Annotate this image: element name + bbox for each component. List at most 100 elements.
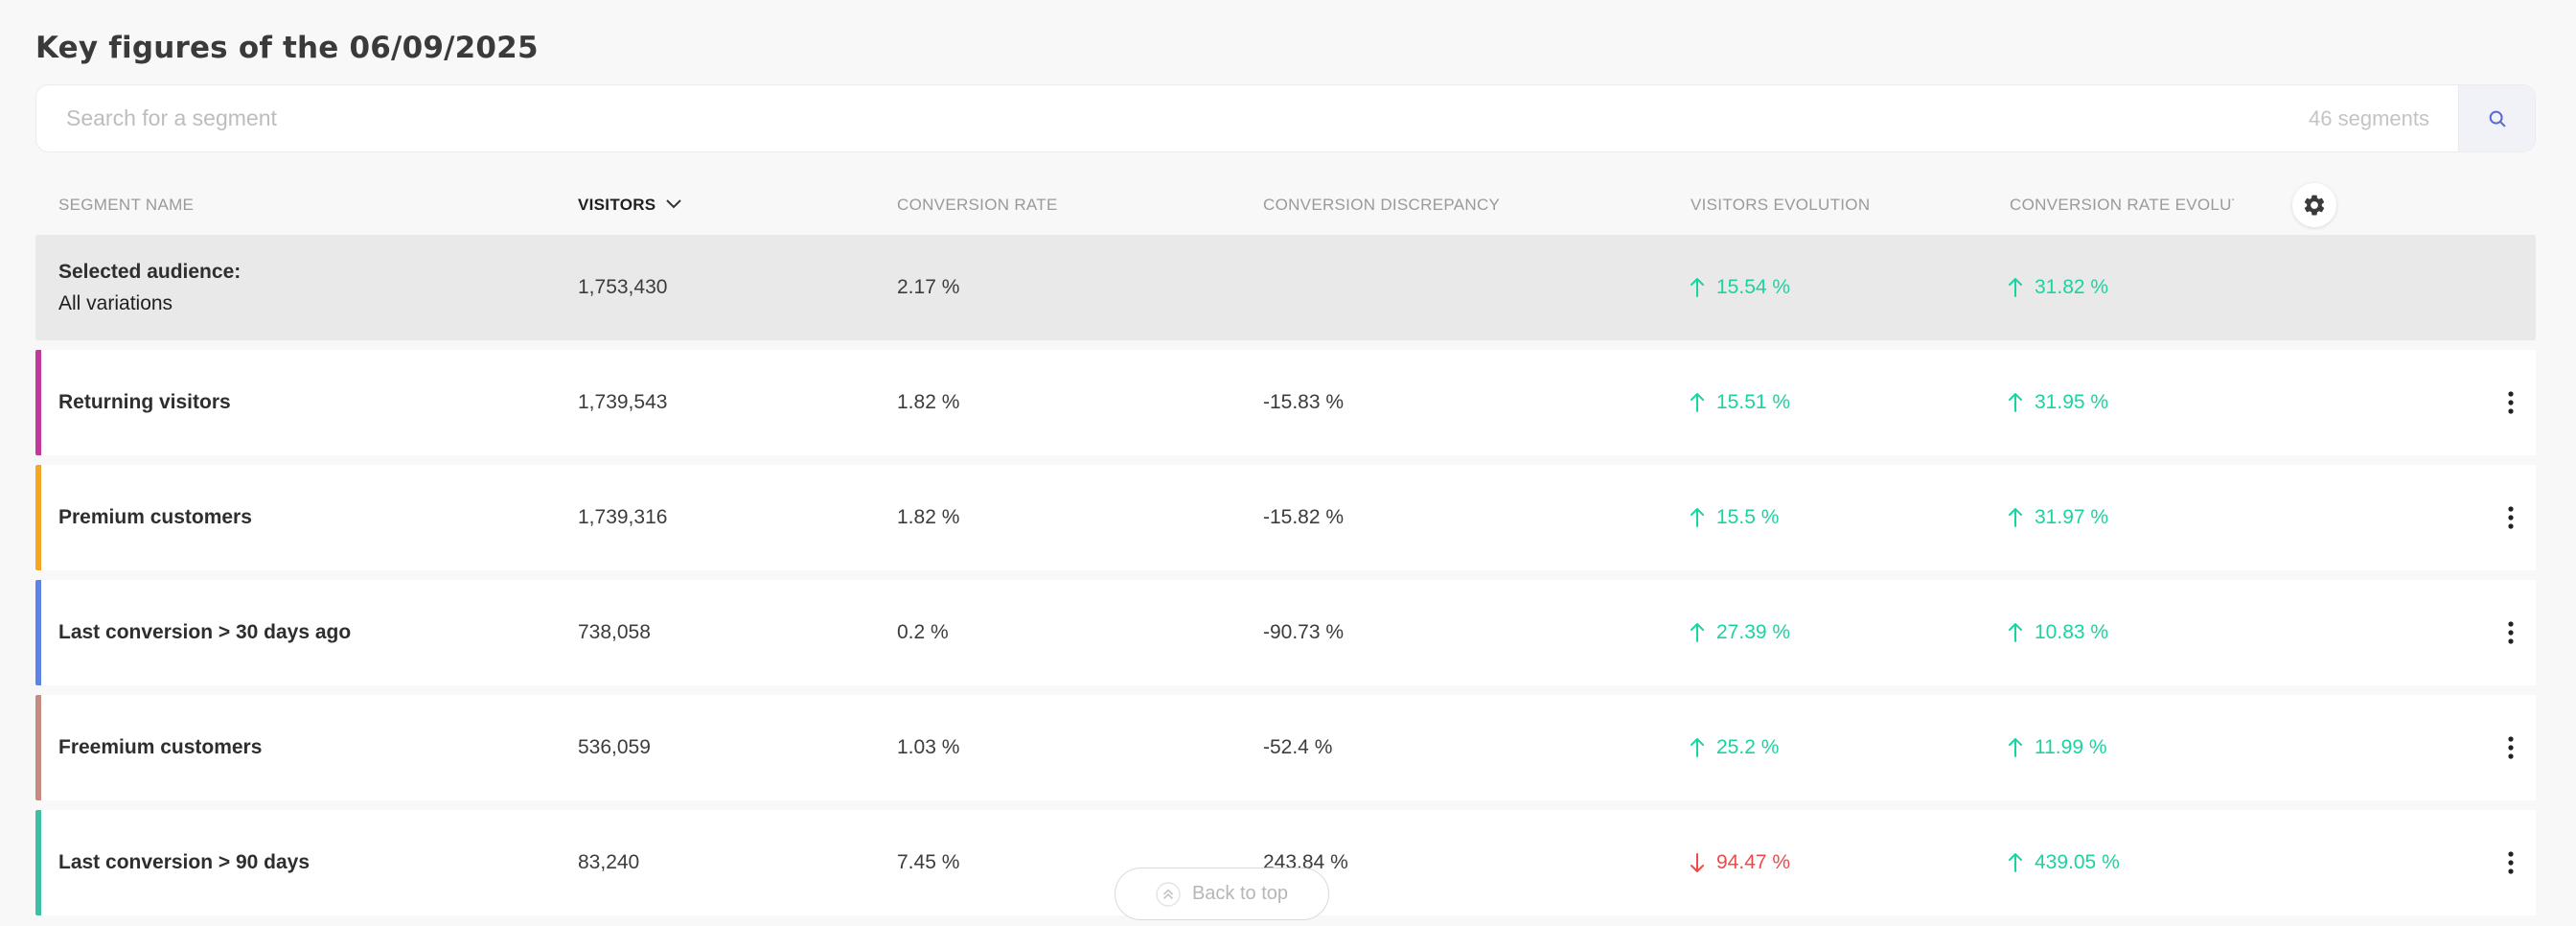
column-header-visitors-evolution[interactable]: VISITORS EVOLUTION [1690,196,1871,214]
conversion-rate-evolution-cell: 31.82 % [2008,235,2108,340]
column-header-segment-name[interactable]: SEGMENT NAME [58,196,195,214]
column-header-conversion-discrepancy[interactable]: CONVERSION DISCREPANCY [1263,196,1501,214]
conversion-rate-evolution-cell: 439.05 % [2008,810,2120,915]
column-header-visitors[interactable]: VISITORS [578,182,682,230]
visitors-evolution-cell: 15.51 % [1690,350,1790,455]
arrow-up-icon [2009,508,2022,527]
chevron-down-icon [666,199,682,209]
visitors-evolution: 15.54 % [1690,276,1790,299]
segment-name: Returning visitors [58,391,231,413]
arrow-down-icon [1690,853,1704,872]
more-vertical-icon [2508,851,2514,874]
visitors-value: 1,753,430 [578,276,668,298]
segment-name: Premium customers [58,506,252,528]
visitors-evolution-value: 15.51 % [1716,391,1791,413]
arrow-up-icon [2009,623,2022,642]
visitors-evolution: 25.2 % [1690,736,1779,759]
segment-name: Freemium customers [58,736,263,758]
segment-name: Last conversion > 30 days ago [58,621,352,643]
segment-count: 46 segments [2309,106,2429,130]
table-header: SEGMENT NAME VISITORS CONVERSION RATE CO… [35,182,2536,230]
visitors-evolution: 15.51 % [1690,391,1790,414]
segment-color-stripe [35,695,41,800]
conversion-rate-evolution-value: 439.05 % [2035,851,2120,873]
arrow-up-icon [2009,853,2022,872]
conversion-rate-evolution: 31.95 % [2008,391,2108,414]
visitors-value: 1,739,543 [578,391,668,413]
visitors-evolution-value: 94.47 % [1716,851,1791,873]
arrow-up-icon [2009,738,2022,757]
segment-row[interactable]: Premium customers 1,739,316 1.82 % -15.8… [35,465,2536,570]
conversion-rate-evolution-value: 31.97 % [2035,506,2109,528]
segment-row[interactable]: Freemium customers 536,059 1.03 % -52.4 … [35,695,2536,800]
visitors-evolution-value: 25.2 % [1716,736,1780,758]
more-vertical-icon [2508,621,2514,644]
more-vertical-icon [2508,736,2514,759]
conversion-rate-evolution-value: 11.99 % [2035,736,2107,758]
row-menu-button[interactable] [2499,350,2522,455]
search-button[interactable] [2458,85,2535,151]
visitors-evolution-value: 15.5 % [1716,506,1780,528]
conversion-discrepancy-value: -52.4 % [1263,736,1333,758]
visitors-evolution-cell: 25.2 % [1690,695,1779,800]
more-vertical-icon [2508,391,2514,414]
column-header-conversion-rate[interactable]: CONVERSION RATE [897,196,1058,214]
visitors-value: 536,059 [578,736,651,758]
visitors-evolution: 15.5 % [1690,506,1779,529]
conversion-rate-evolution-value: 10.83 % [2035,621,2109,643]
row-menu-button[interactable] [2499,465,2522,570]
column-header-conversion-rate-evolution[interactable]: CONVERSION RATE EVOLUTION [2010,196,2234,214]
page-title: Key figures of the 06/09/2025 [35,31,539,65]
segment-color-stripe [35,810,41,915]
conversion-rate-value: 0.2 % [897,621,949,643]
visitors-evolution-cell: 94.47 % [1690,810,1790,915]
search-input[interactable] [36,85,2336,151]
back-to-top-label: Back to top [1191,883,1289,904]
conversion-rate-evolution-cell: 31.97 % [2008,465,2108,570]
selected-audience-title: Selected audience: [58,261,242,283]
more-vertical-icon [2508,506,2514,529]
conversion-discrepancy-value: -90.73 % [1263,621,1345,643]
chevron-double-up-icon [1156,881,1181,907]
row-menu-button[interactable] [2499,580,2522,685]
conversion-rate-evolution-cell: 31.95 % [2008,350,2108,455]
visitors-evolution: 94.47 % [1690,851,1790,874]
conversion-rate-evolution-cell: 11.99 % [2008,695,2107,800]
visitors-evolution-cell: 27.39 % [1690,580,1790,685]
conversion-rate-value: 2.17 % [897,276,960,298]
arrow-up-icon [2009,278,2022,297]
segment-row[interactable]: Returning visitors 1,739,543 1.82 % -15.… [35,350,2536,455]
conversion-rate-evolution-cell: 10.83 % [2008,580,2108,685]
visitors-value: 1,739,316 [578,506,668,528]
arrow-up-icon [1690,623,1704,642]
arrow-up-icon [1690,278,1704,297]
gear-icon [2304,195,2325,216]
visitors-evolution: 27.39 % [1690,621,1790,644]
segment-search-bar: 46 segments [35,84,2536,152]
arrow-up-icon [1690,738,1704,757]
arrow-up-icon [1690,393,1704,412]
column-header-visitors-label: VISITORS [578,196,656,214]
back-to-top-button[interactable]: Back to top [1115,868,1329,920]
segment-color-stripe [35,465,41,570]
segment-row[interactable]: Last conversion > 30 days ago 738,058 0.… [35,580,2536,685]
segment-color-stripe [35,580,41,685]
conversion-rate-value: 7.45 % [897,851,960,873]
conversion-rate-evolution: 31.82 % [2008,276,2108,299]
segment-name: Last conversion > 90 days [58,851,310,873]
conversion-rate-evolution: 439.05 % [2008,851,2120,874]
conversion-rate-evolution-value: 31.95 % [2035,391,2109,413]
visitors-evolution-value: 27.39 % [1716,621,1791,643]
visitors-evolution-cell: 15.5 % [1690,465,1779,570]
visitors-value: 83,240 [578,851,640,873]
row-menu-button[interactable] [2499,695,2522,800]
visitors-evolution-value: 15.54 % [1716,276,1791,298]
segment-color-stripe [35,350,41,455]
conversion-rate-value: 1.82 % [897,506,960,528]
row-menu-button[interactable] [2499,810,2522,915]
column-settings-button[interactable] [2292,183,2336,227]
search-icon [2489,110,2505,127]
selected-audience-row: Selected audience: All variations 1,753,… [35,235,2536,340]
conversion-discrepancy-value: -15.83 % [1263,391,1345,413]
visitors-value: 738,058 [578,621,651,643]
